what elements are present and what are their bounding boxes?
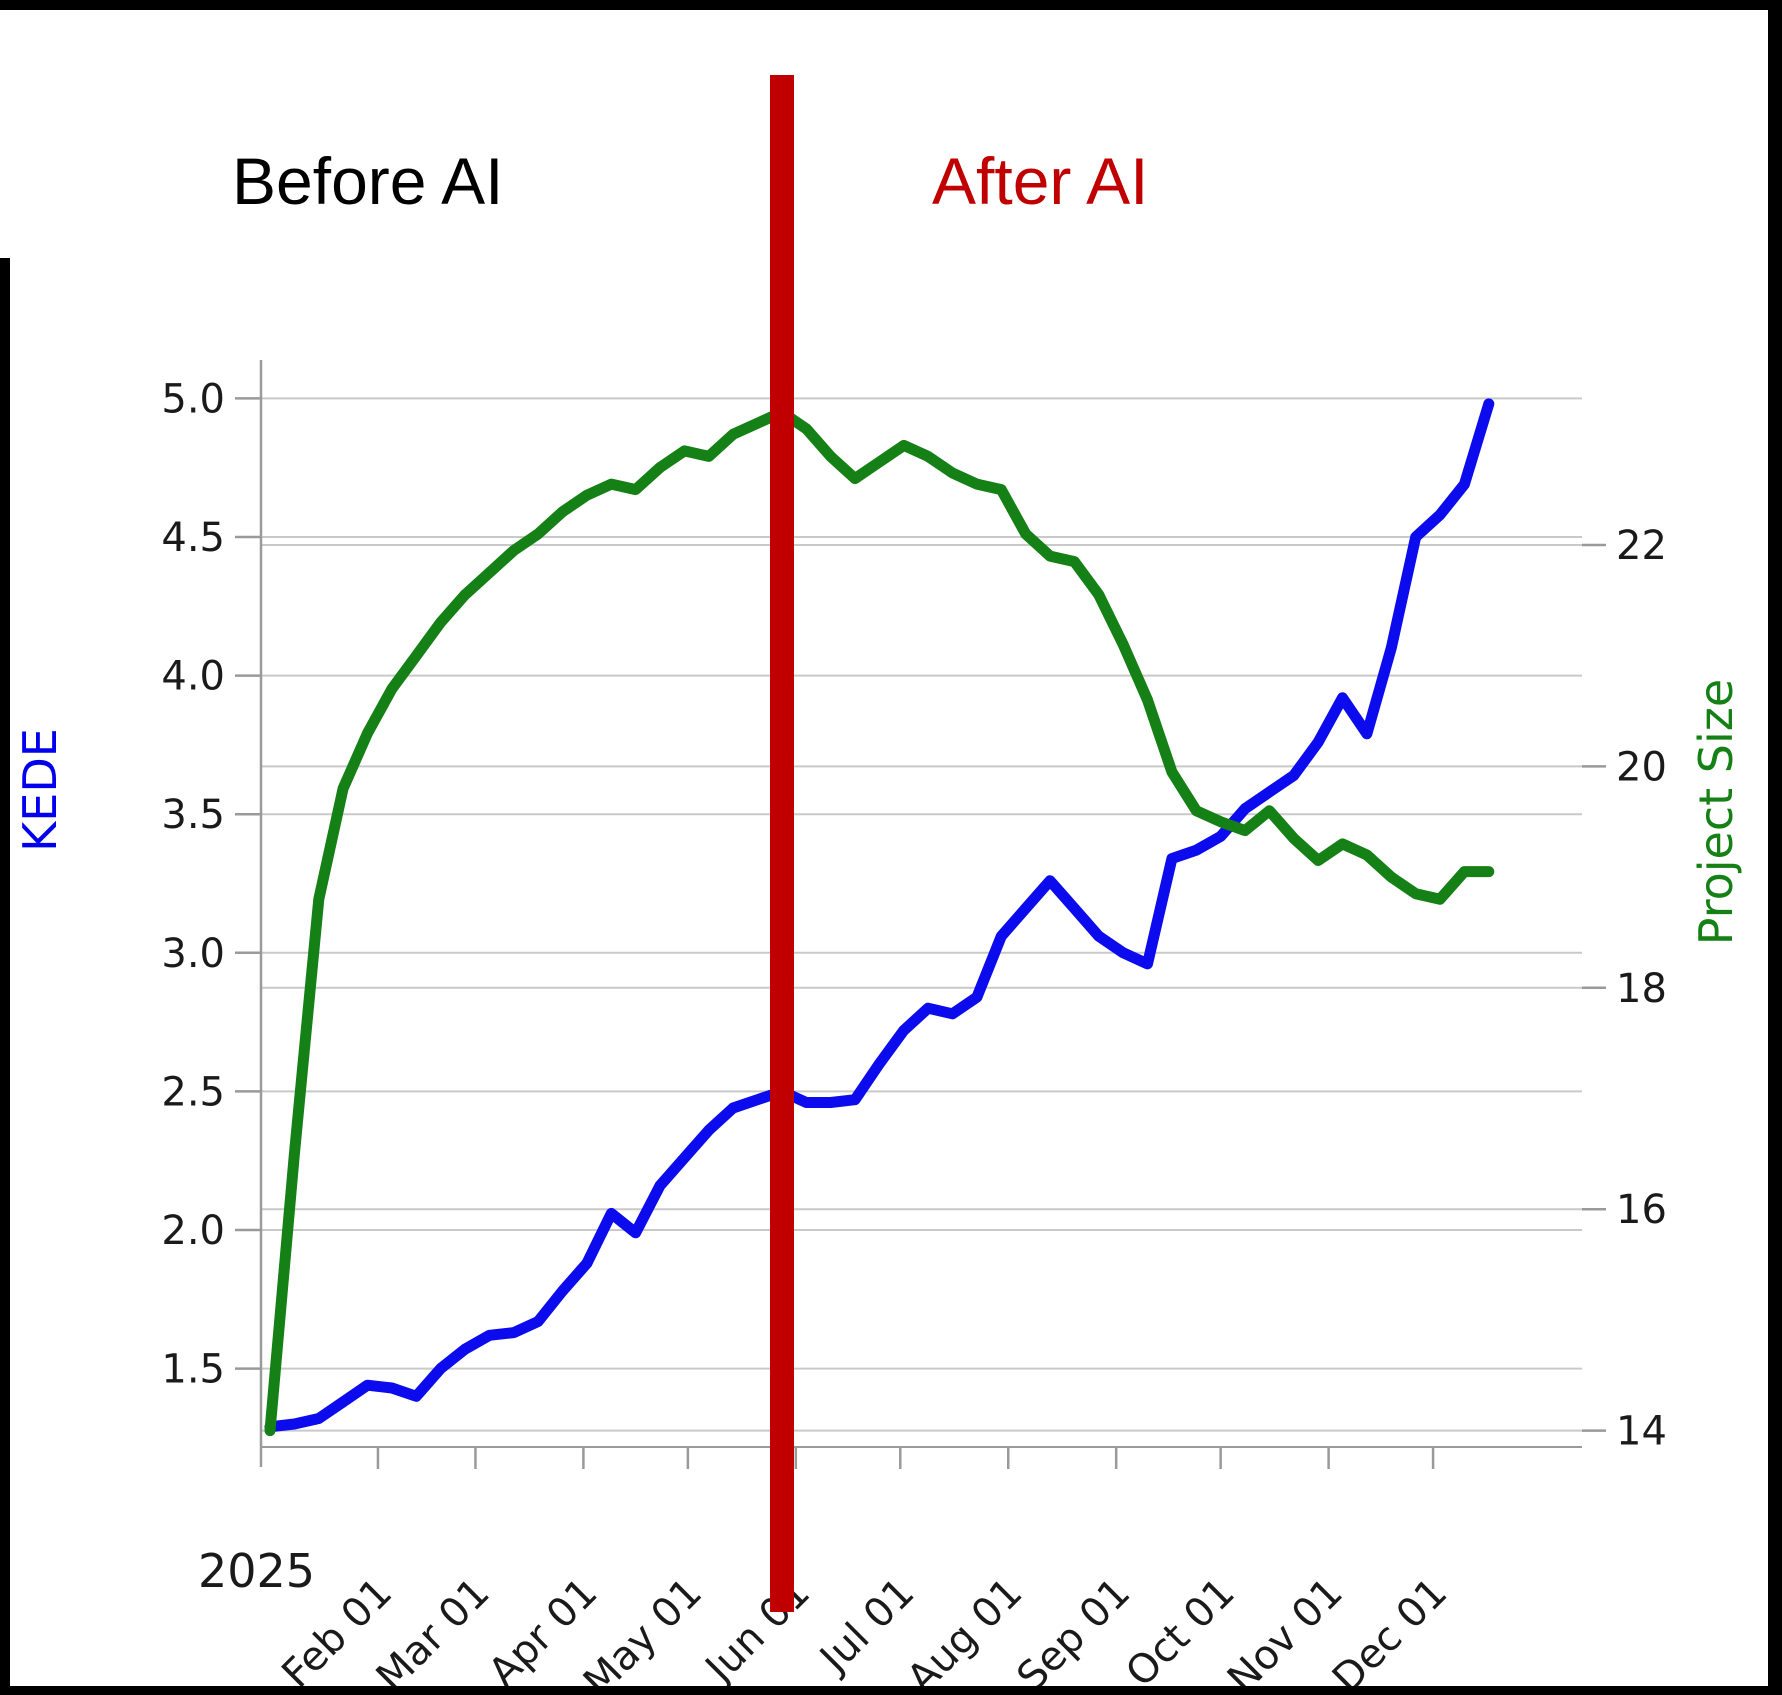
right-tick-label: 22 [1616,523,1667,569]
right-axis-title: Project Size [1689,678,1743,946]
left-tick-label: 4.0 [161,654,225,700]
right-tick-label: 20 [1616,744,1667,790]
left-tick-label: 5.0 [161,376,225,422]
left-tick-label: 1.5 [161,1347,225,1393]
after-ai-annotation: After AI [932,144,1149,218]
left-tick-label: 2.5 [161,1069,225,1115]
left-tick-label: 2.0 [161,1208,225,1254]
right-tick-label: 18 [1616,966,1667,1012]
x-tick-label: Dec 01 [1324,1570,1456,1695]
series-line-kede [264,398,1495,1433]
left-tick-label: 3.0 [161,931,225,977]
frame-right-border [1768,0,1782,1695]
x-tick-label: Aug 01 [899,1570,1032,1695]
x-axis-year-label: 2025 [198,1544,316,1598]
x-tick-label: May 01 [575,1570,711,1695]
frame-left-border [0,258,10,1695]
left-tick-label: 3.5 [161,792,225,838]
x-tick-label: Sep 01 [1008,1570,1139,1695]
frame-bottom-border [0,1686,1782,1695]
right-tick-label: 16 [1616,1187,1667,1233]
before-after-divider-bar [769,75,794,1612]
left-axis-title: KEDE [13,728,67,852]
before-ai-annotation: Before AI [232,144,504,218]
right-tick-label: 14 [1616,1409,1667,1455]
left-tick-label: 4.5 [161,515,225,561]
series-line-project-size [264,406,1495,1437]
x-tick-label: Jun 01 [695,1570,819,1694]
frame-top-border [0,0,1782,10]
